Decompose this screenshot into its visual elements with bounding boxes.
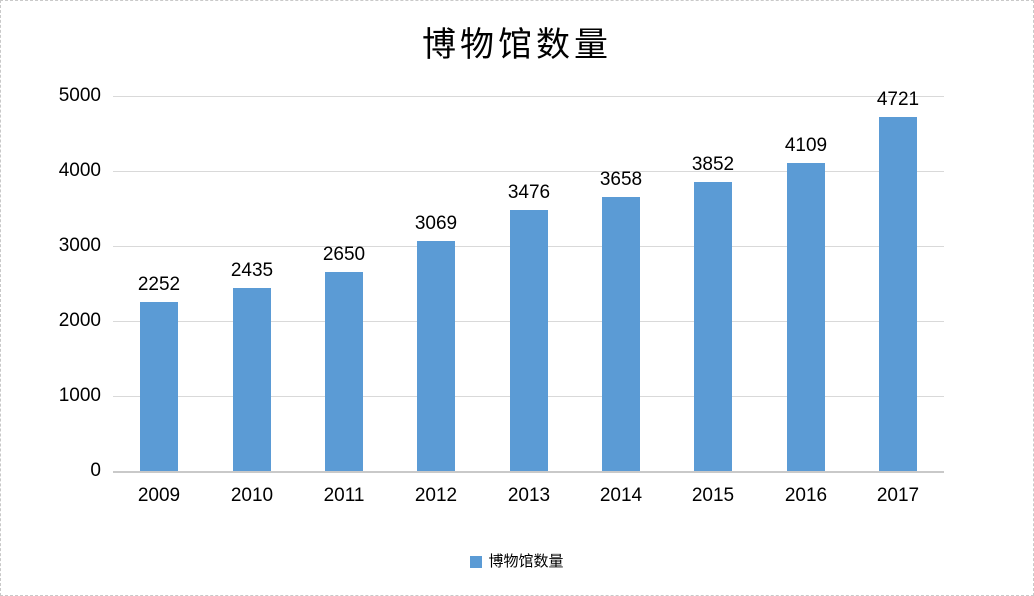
x-axis-tick-label: 2009: [137, 485, 181, 506]
y-axis-tick-label: 5000: [58, 85, 101, 106]
bar-value-label: 2252: [137, 274, 181, 295]
gridline: [113, 171, 944, 172]
bar-value-label: 2650: [322, 244, 366, 265]
y-axis-tick-label: 4000: [58, 160, 101, 181]
x-axis-tick-label: 2010: [230, 485, 274, 506]
y-axis-tick-label: 1000: [58, 385, 101, 406]
legend-swatch-icon: [470, 556, 483, 568]
bar-value-label: 4721: [876, 89, 920, 110]
x-axis-tick-label: 2014: [599, 485, 643, 506]
bar-value-label: 3852: [691, 154, 735, 175]
bar-value-label: 3476: [507, 182, 551, 203]
bar-value-label: 3658: [599, 169, 643, 190]
bar: [510, 210, 548, 471]
bar: [602, 197, 640, 471]
legend: 博物馆数量: [1, 551, 1033, 573]
bar: [787, 163, 825, 471]
y-axis-tick-label: 3000: [58, 235, 101, 256]
x-axis-tick-label: 2016: [784, 485, 828, 506]
bar: [879, 117, 917, 471]
x-axis-tick-label: 2015: [691, 485, 735, 506]
x-axis-tick-label: 2013: [507, 485, 551, 506]
bar-value-label: 2435: [230, 260, 274, 281]
bar: [233, 288, 271, 471]
bar: [140, 302, 178, 471]
bar-value-label: 3069: [414, 213, 458, 234]
y-axis-tick-label: 2000: [58, 310, 101, 331]
x-axis-tick-label: 2017: [876, 485, 920, 506]
legend-label: 博物馆数量: [488, 553, 564, 570]
bar: [694, 182, 732, 471]
bar: [325, 272, 363, 471]
chart-title: 博物馆数量: [422, 25, 612, 65]
bar: [417, 241, 455, 471]
x-axis-tick-label: 2012: [414, 485, 458, 506]
bar-value-label: 4109: [784, 135, 828, 156]
y-axis-tick-label: 0: [90, 460, 101, 481]
x-axis-line: [113, 471, 944, 473]
x-axis-tick-label: 2011: [323, 485, 365, 506]
gridline: [113, 96, 944, 97]
